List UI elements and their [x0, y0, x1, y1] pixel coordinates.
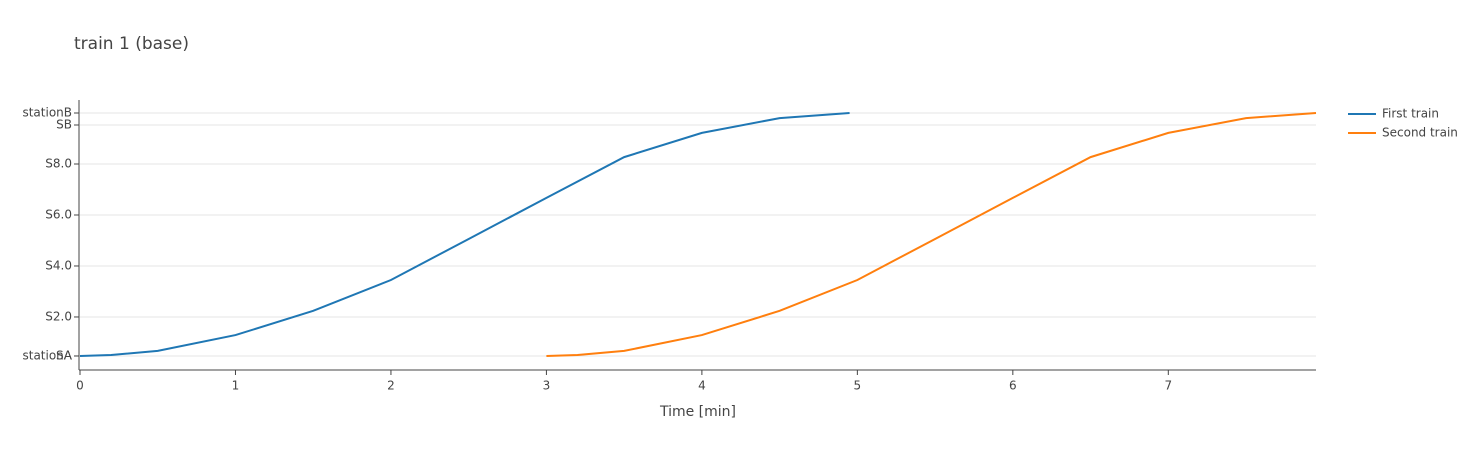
- legend-label[interactable]: Second train: [1382, 126, 1458, 140]
- x-tick-label: 3: [543, 379, 551, 393]
- chart-title: train 1 (base): [74, 34, 189, 54]
- y-tick-label: S4.0: [45, 258, 72, 272]
- legend-label[interactable]: First train: [1382, 107, 1439, 121]
- series-line: [79, 112, 850, 357]
- y-tick-label: stationA: [22, 348, 72, 362]
- y-tick-label: SB: [56, 117, 72, 131]
- y-tick-label: S8.0: [45, 156, 72, 170]
- x-tick-label: 1: [232, 379, 240, 393]
- x-tick-label: 6: [1009, 379, 1017, 393]
- x-tick-label: 4: [698, 379, 706, 393]
- x-tick-label: 2: [387, 379, 395, 393]
- y-tick-label: stationB: [22, 106, 72, 120]
- x-tick-label: 7: [1164, 379, 1172, 393]
- x-tick-label: 5: [854, 379, 862, 393]
- series-line: [546, 112, 1317, 357]
- x-tick-label: 0: [76, 379, 84, 393]
- x-axis-title: Time [min]: [659, 404, 736, 420]
- y-tick-label: SA: [56, 348, 73, 362]
- y-tick-label: S2.0: [45, 309, 72, 323]
- y-tick-label: S6.0: [45, 207, 72, 221]
